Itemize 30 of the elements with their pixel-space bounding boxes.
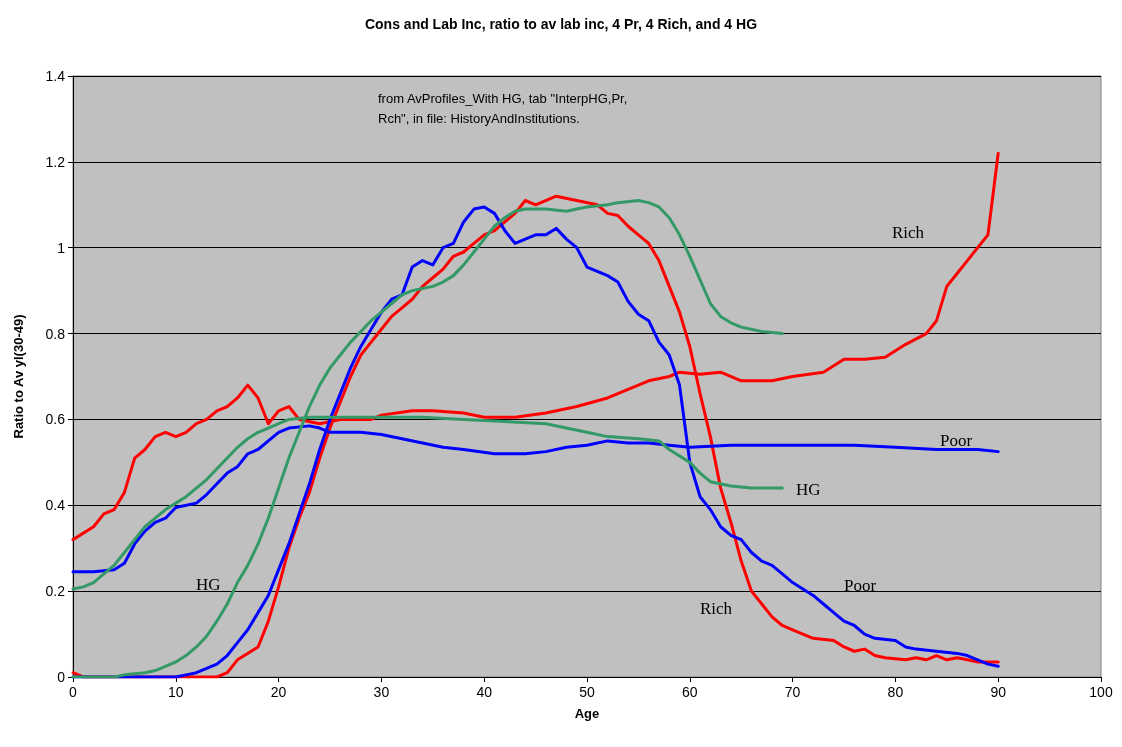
y-tick-label: 0.8 xyxy=(45,325,66,342)
y-axis-title: Ratio to Av yl(30-49) xyxy=(11,314,26,439)
y-tick-label: 1.2 xyxy=(45,153,66,170)
annotation: HG xyxy=(796,480,821,499)
annotation: HG xyxy=(196,575,221,594)
chart-title: Cons and Lab Inc, ratio to av lab inc, 4 Pr, 4 Rich, and 4 HG xyxy=(364,16,758,32)
x-tick-label: 90 xyxy=(990,684,1007,700)
x-tick-label: 60 xyxy=(682,684,698,700)
y-tick-label: 0 xyxy=(57,669,66,685)
annotation: Poor xyxy=(940,431,973,450)
x-tick-label: 100 xyxy=(1089,684,1113,700)
y-tick-label: 1.4 xyxy=(45,68,66,84)
x-tick-label: 70 xyxy=(784,684,801,700)
y-tick-label: 1 xyxy=(57,239,66,256)
annotation: Rich xyxy=(892,223,925,242)
y-tick-label: 0.4 xyxy=(45,497,66,514)
x-tick-label: 10 xyxy=(168,684,184,700)
annotation: from AvProfiles_With HG, tab "InterpHG,Pr,Rch", in file: HistoryAndInstitutions. xyxy=(378,90,628,126)
annotation: Rich xyxy=(700,599,733,618)
x-tick-label: 20 xyxy=(270,684,287,700)
x-tick-label: 50 xyxy=(579,684,595,700)
x-tick-label: 40 xyxy=(476,684,493,700)
line-series xyxy=(71,198,784,679)
x-tick-label: 80 xyxy=(887,684,904,700)
y-tick-label: 0.2 xyxy=(45,583,66,600)
x-tick-label: 30 xyxy=(373,684,390,700)
x-tick-label: 0 xyxy=(69,684,78,700)
annotation: Poor xyxy=(844,576,877,595)
y-tick-label: 0.6 xyxy=(45,411,66,428)
x-axis-title: Age xyxy=(574,706,600,721)
